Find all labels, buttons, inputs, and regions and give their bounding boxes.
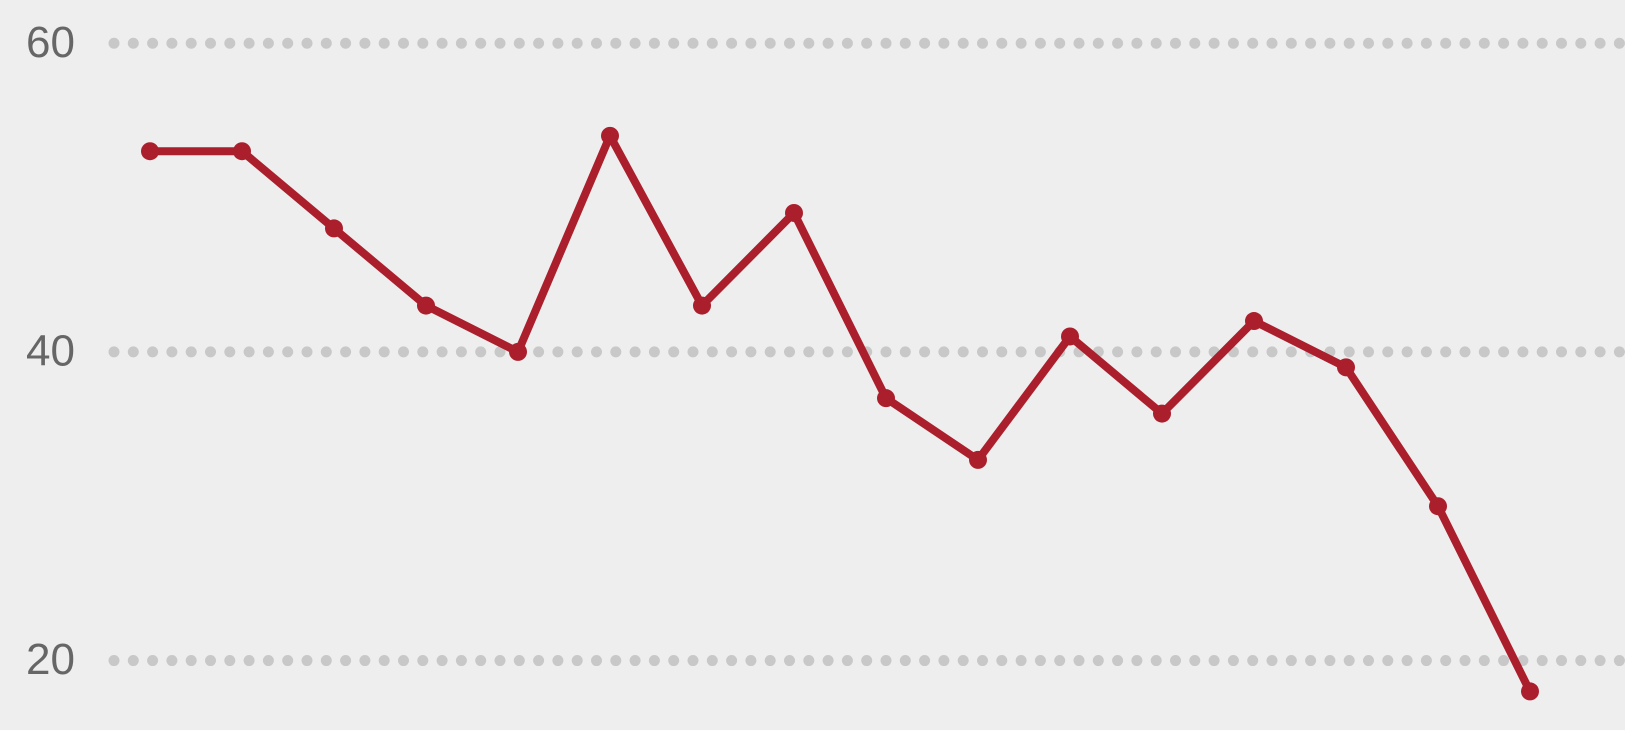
point xyxy=(233,142,251,161)
point xyxy=(1153,404,1171,423)
point xyxy=(785,203,803,222)
point xyxy=(1429,497,1447,516)
point xyxy=(969,450,987,469)
point xyxy=(1337,358,1355,377)
point xyxy=(325,219,343,238)
point xyxy=(1245,312,1263,331)
point xyxy=(1521,682,1539,701)
point xyxy=(601,126,619,145)
y-tick-label: 40 xyxy=(26,327,75,376)
point xyxy=(877,389,895,408)
point xyxy=(141,142,159,161)
y-tick-label: 20 xyxy=(26,635,75,684)
point xyxy=(509,342,527,361)
line xyxy=(150,131,1534,694)
point xyxy=(417,296,435,315)
point xyxy=(693,296,711,315)
point xyxy=(1061,327,1079,346)
y-tick-label: 60 xyxy=(26,18,75,67)
